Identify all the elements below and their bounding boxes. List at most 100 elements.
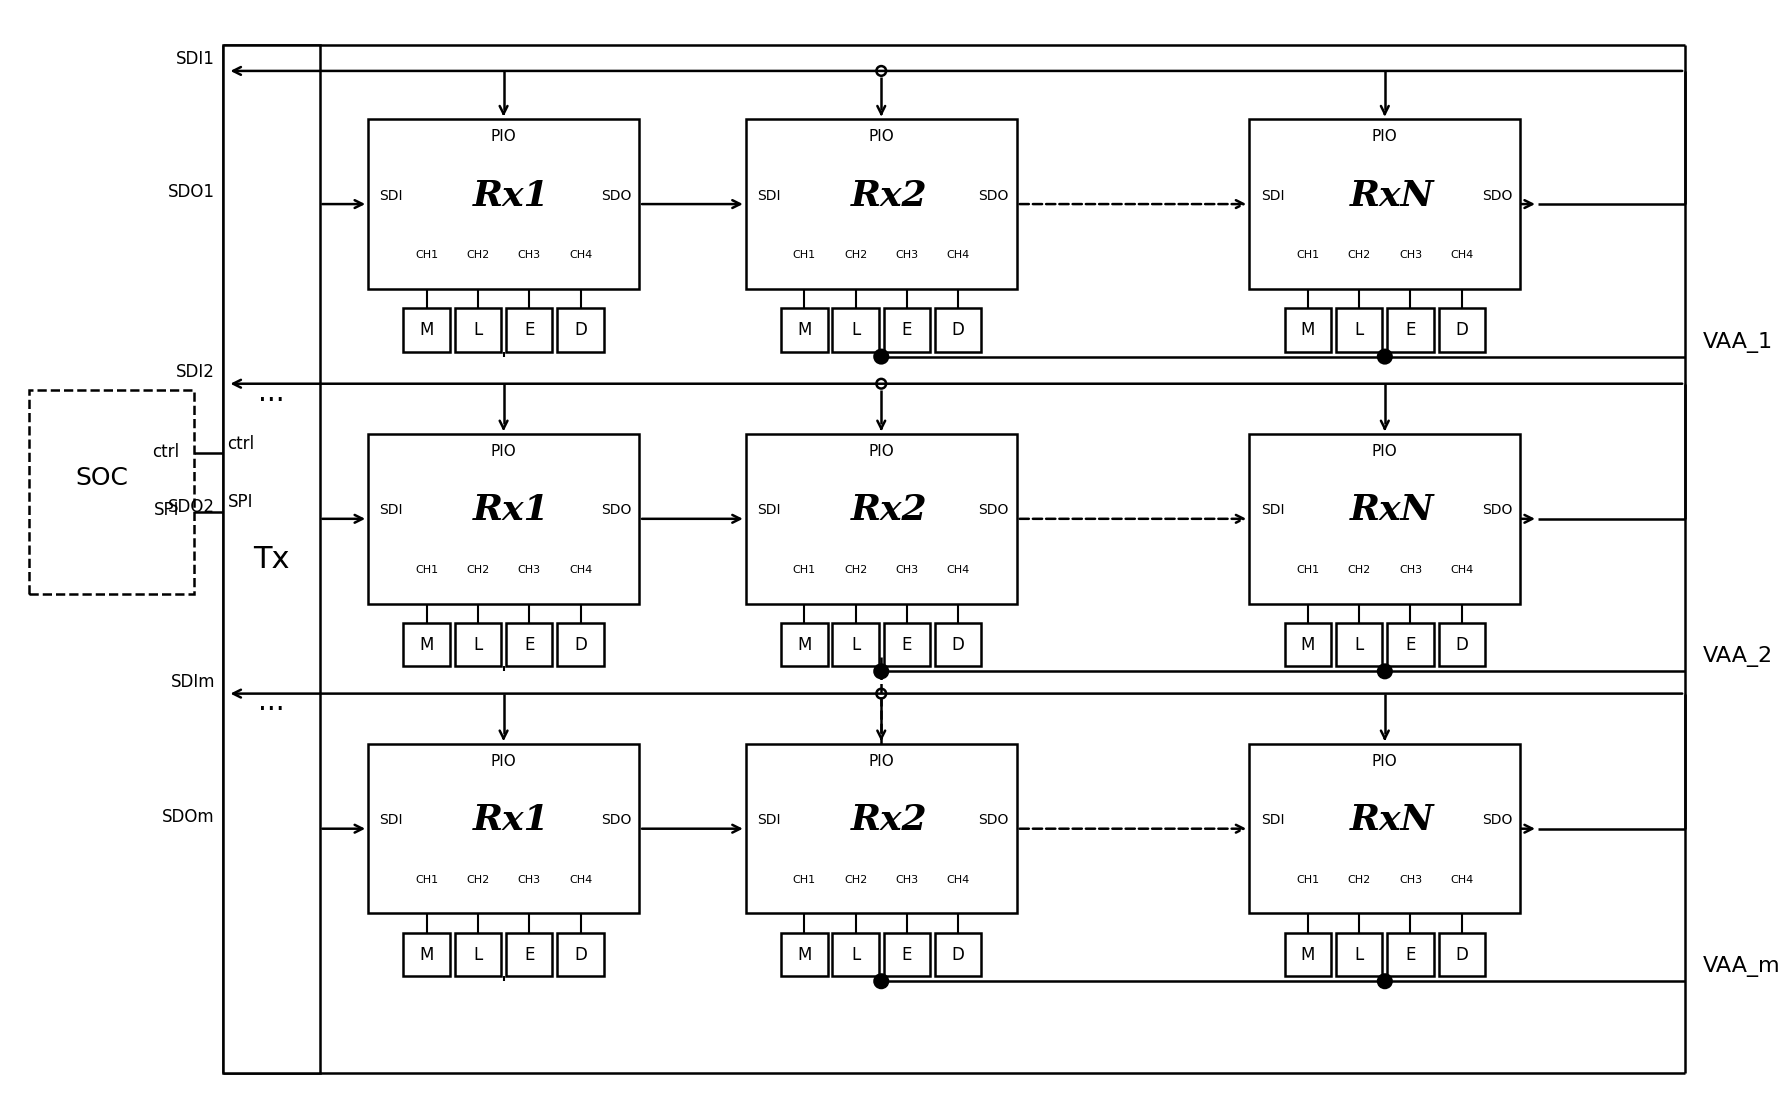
Text: D: D <box>575 321 587 339</box>
Bar <box>1250 120 1520 288</box>
Text: M: M <box>797 321 812 339</box>
Text: SDO: SDO <box>1483 813 1513 827</box>
Text: CH4: CH4 <box>947 565 970 575</box>
Text: CH2: CH2 <box>1347 565 1371 575</box>
Text: E: E <box>523 946 534 964</box>
Bar <box>28 390 194 594</box>
Text: L: L <box>1355 636 1363 654</box>
Text: ctrl: ctrl <box>151 443 180 461</box>
Text: Rx1: Rx1 <box>473 803 550 837</box>
Text: RxN: RxN <box>1351 179 1435 212</box>
Text: SDO: SDO <box>600 503 632 518</box>
Text: M: M <box>420 636 434 654</box>
Text: PIO: PIO <box>491 130 516 144</box>
Text: CH2: CH2 <box>466 565 490 575</box>
Text: D: D <box>1456 321 1468 339</box>
Text: CH3: CH3 <box>518 874 541 884</box>
Bar <box>454 623 502 666</box>
Bar <box>404 309 450 352</box>
Bar <box>557 309 603 352</box>
Text: E: E <box>1404 946 1415 964</box>
Text: L: L <box>473 636 482 654</box>
Text: CH1: CH1 <box>792 874 815 884</box>
Text: SDI: SDI <box>756 189 781 202</box>
Circle shape <box>1378 350 1392 363</box>
Text: D: D <box>575 636 587 654</box>
Bar <box>883 309 931 352</box>
Bar <box>1250 434 1520 604</box>
Bar <box>1438 932 1485 976</box>
Text: Rx2: Rx2 <box>851 493 927 528</box>
Bar <box>746 743 1016 913</box>
Text: PIO: PIO <box>1372 130 1397 144</box>
Text: CH1: CH1 <box>792 250 815 259</box>
Bar <box>1387 932 1433 976</box>
Text: SDI1: SDI1 <box>176 50 215 68</box>
Text: CH3: CH3 <box>518 250 541 259</box>
Bar <box>454 309 502 352</box>
Text: CH3: CH3 <box>895 565 918 575</box>
Bar <box>368 743 639 913</box>
Text: E: E <box>902 946 911 964</box>
Bar <box>1250 743 1520 913</box>
Text: CH4: CH4 <box>1451 874 1474 884</box>
Bar <box>1285 309 1331 352</box>
Text: E: E <box>523 636 534 654</box>
Text: M: M <box>1301 946 1315 964</box>
Text: SDI: SDI <box>379 503 402 518</box>
Text: RxN: RxN <box>1351 803 1435 837</box>
Text: SDO: SDO <box>600 189 632 202</box>
Text: Tx: Tx <box>253 544 290 574</box>
Circle shape <box>1378 975 1392 988</box>
Text: CH2: CH2 <box>1347 874 1371 884</box>
Text: SDI: SDI <box>1260 503 1283 518</box>
Text: L: L <box>851 946 860 964</box>
Bar <box>222 45 320 1073</box>
Text: E: E <box>1404 321 1415 339</box>
Bar <box>404 932 450 976</box>
Text: CH1: CH1 <box>415 565 438 575</box>
Text: CH4: CH4 <box>947 250 970 259</box>
Text: SDI: SDI <box>1260 813 1283 827</box>
Text: RxN: RxN <box>1351 493 1435 528</box>
Circle shape <box>1378 664 1392 679</box>
Text: CH3: CH3 <box>895 250 918 259</box>
Text: M: M <box>1301 636 1315 654</box>
Text: Rx2: Rx2 <box>851 803 927 837</box>
Text: CH2: CH2 <box>466 250 490 259</box>
Text: CH1: CH1 <box>415 250 438 259</box>
Text: L: L <box>1355 321 1363 339</box>
Bar <box>934 623 981 666</box>
Text: CH1: CH1 <box>1296 250 1319 259</box>
Bar <box>506 309 552 352</box>
Bar <box>557 932 603 976</box>
Bar <box>833 309 879 352</box>
Text: CH4: CH4 <box>947 874 970 884</box>
Text: CH2: CH2 <box>466 874 490 884</box>
Bar <box>746 120 1016 288</box>
Text: D: D <box>575 946 587 964</box>
Bar <box>1285 623 1331 666</box>
Bar <box>746 434 1016 604</box>
Bar <box>557 623 603 666</box>
Text: L: L <box>473 946 482 964</box>
Text: CH1: CH1 <box>792 565 815 575</box>
Bar <box>1387 623 1433 666</box>
Text: SDI2: SDI2 <box>176 363 215 381</box>
Bar <box>1438 309 1485 352</box>
Text: CH1: CH1 <box>1296 565 1319 575</box>
Text: SDO: SDO <box>979 813 1009 827</box>
Text: SDI: SDI <box>379 189 402 202</box>
Text: SDO1: SDO1 <box>167 183 215 201</box>
Text: SOC: SOC <box>75 466 128 490</box>
Text: CH1: CH1 <box>415 874 438 884</box>
Text: CH3: CH3 <box>518 565 541 575</box>
Text: PIO: PIO <box>869 754 894 769</box>
Text: PIO: PIO <box>869 444 894 459</box>
Text: L: L <box>851 321 860 339</box>
Text: L: L <box>473 321 482 339</box>
Bar <box>1285 932 1331 976</box>
Text: CH4: CH4 <box>1451 565 1474 575</box>
Text: CH2: CH2 <box>844 874 867 884</box>
Text: SDI: SDI <box>756 813 781 827</box>
